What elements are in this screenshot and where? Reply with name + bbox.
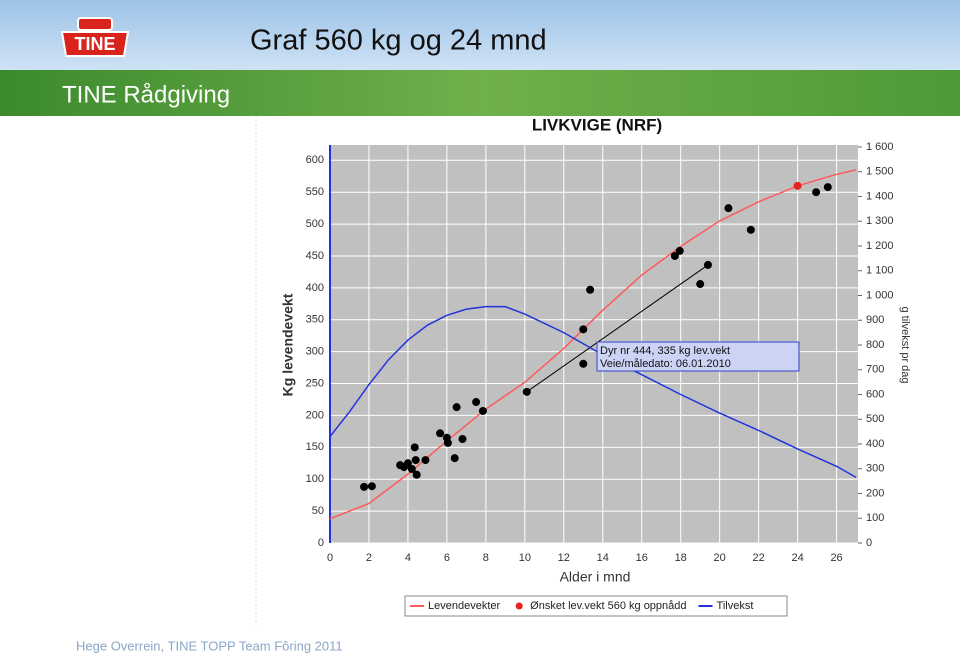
data-point — [407, 465, 416, 474]
y-tick-label: 0 — [318, 537, 324, 549]
y2-tick-label: 700 — [866, 364, 884, 376]
y2-tick-label: 1 400 — [866, 190, 894, 202]
data-point — [360, 482, 369, 491]
legend-label: Levendevekter — [428, 600, 500, 612]
logo-shape — [60, 31, 130, 57]
y-tick-label: 250 — [306, 377, 324, 389]
data-point — [452, 403, 461, 412]
x-tick-label: 16 — [636, 552, 648, 564]
data-point — [478, 406, 487, 415]
series-line — [329, 169, 857, 520]
y2-tick-label: 1 000 — [866, 289, 894, 301]
y-tick-label: 500 — [306, 218, 324, 230]
data-point — [411, 456, 420, 465]
chart-title: LIVKVIGE (NRF) — [532, 115, 662, 134]
data-point — [675, 246, 684, 255]
y-tick-label: 200 — [306, 409, 324, 421]
data-point — [823, 183, 832, 192]
x-tick-label: 24 — [791, 552, 803, 564]
legend — [404, 595, 788, 617]
x-tick-label: 6 — [444, 552, 450, 564]
annotation-box — [596, 341, 800, 372]
y2-tick-label: 900 — [866, 314, 884, 326]
data-point — [436, 429, 445, 438]
y-tick-label: 450 — [306, 250, 324, 262]
y-tick-label: 350 — [306, 314, 324, 326]
header-band — [0, 0, 960, 70]
data-point — [367, 482, 376, 491]
annotation-line: Veie/måledato: 06.01.2010 — [600, 358, 731, 370]
x-tick-label: 18 — [675, 552, 687, 564]
data-point — [522, 387, 531, 396]
legend-label: Ønsket lev.vekt 560 kg oppnådd — [530, 600, 686, 612]
logo-pot — [77, 17, 113, 31]
data-point — [443, 438, 452, 447]
y-tick-label: 400 — [306, 282, 324, 294]
data-point — [403, 459, 412, 468]
data-point — [412, 470, 421, 479]
y2-tick-label: 1 300 — [866, 215, 894, 227]
legend-items: Levendevekter Ønsket lev.vekt 560 kg oppn… — [410, 600, 753, 612]
data-point — [812, 188, 821, 197]
data-point — [724, 204, 733, 213]
y2-tick-label: 400 — [866, 438, 884, 450]
trend-line — [526, 264, 709, 393]
data-point — [410, 443, 419, 452]
data-point — [586, 285, 595, 294]
data-point — [421, 456, 430, 465]
legend-label: Tilvekst — [717, 600, 754, 612]
subtitle: TINE Rådgiving — [62, 81, 230, 108]
slide-title: Graf 560 kg og 24 mnd — [250, 25, 547, 57]
y-tick-label: 100 — [306, 473, 324, 485]
annotation-line: Dyr nr 444, 335 kg lev.vekt — [600, 345, 730, 357]
y2-tick-label: 1 600 — [866, 141, 894, 153]
data-point — [579, 359, 588, 368]
y2-tick-label: 200 — [866, 487, 884, 499]
data-point — [472, 398, 481, 407]
data-point — [703, 260, 712, 269]
header-grass — [0, 70, 960, 116]
legend-swatch — [515, 602, 523, 610]
footer: Hege Overrein, TINE TOPP Team Fôring 201… — [76, 638, 343, 653]
y2-tick-label: 1 100 — [866, 265, 894, 277]
y-tick-label: 600 — [306, 154, 324, 166]
y-tick-label: 300 — [306, 346, 324, 358]
x-axis-label: Alder i mnd — [560, 569, 631, 585]
x-tick-label: 2 — [366, 552, 372, 564]
marker — [793, 181, 802, 190]
x-tick-label: 20 — [714, 552, 726, 564]
x-tick-label: 8 — [483, 552, 489, 564]
x-tick-label: 10 — [519, 552, 531, 564]
y-tick-label: 150 — [306, 441, 324, 453]
y-tick-label: 50 — [312, 505, 324, 517]
x-tick-label: 14 — [597, 552, 609, 564]
y2-tick-label: 1 200 — [866, 240, 894, 252]
data-point — [579, 325, 588, 334]
x-tick-label: 0 — [327, 552, 333, 564]
y2-tick-label: 300 — [866, 463, 884, 475]
y2-tick-label: 0 — [866, 537, 872, 549]
y2-tick-label: 800 — [866, 339, 884, 351]
x-tick-label: 22 — [753, 552, 765, 564]
data-point — [450, 454, 459, 463]
series-line — [329, 305, 857, 479]
logo: TINE — [74, 34, 115, 54]
y-axis-label: Kg levendevekt — [280, 293, 296, 396]
x-tick-label: 4 — [405, 552, 411, 564]
x-tick-label: 26 — [830, 552, 842, 564]
data-point — [696, 280, 705, 289]
y-tick-label: 550 — [306, 186, 324, 198]
x-tick-label: 12 — [558, 552, 570, 564]
data-point — [746, 225, 755, 234]
y2-tick-label: 600 — [866, 388, 884, 400]
y2-tick-label: 100 — [866, 512, 884, 524]
data-point — [670, 251, 679, 260]
y2-tick-label: 500 — [866, 413, 884, 425]
y2-axis-label: g tilvekst pr dag — [899, 306, 911, 383]
data-point — [458, 435, 467, 444]
y2-tick-label: 1 500 — [866, 166, 894, 178]
